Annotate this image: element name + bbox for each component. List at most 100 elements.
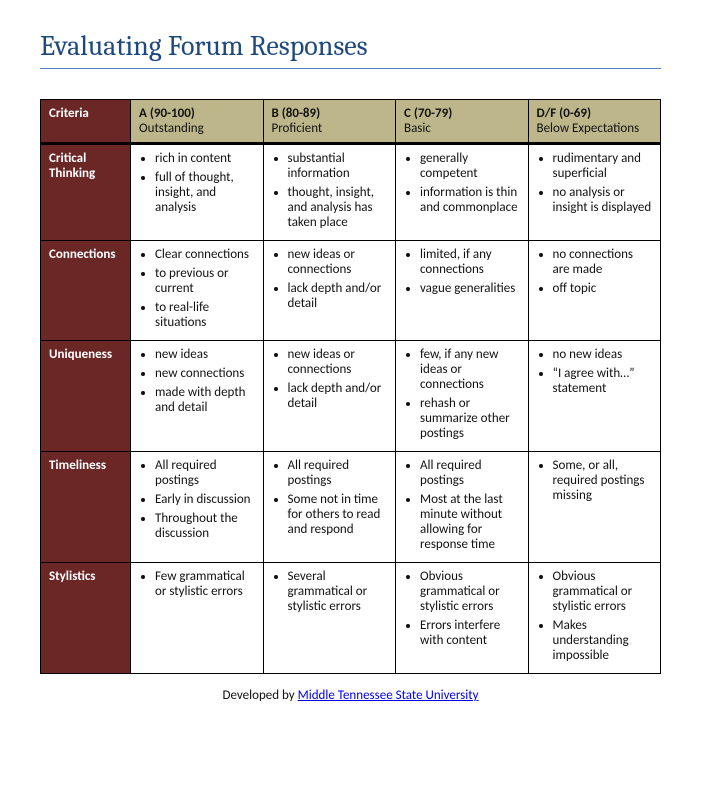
grade-c-grade: C (70-79) bbox=[404, 106, 520, 121]
bullet-list: no new ideas “I agree with…” statement bbox=[537, 347, 653, 396]
bullet-item: to real-life situations bbox=[155, 300, 255, 330]
rubric-body: Critical Thinking rich in content full of … bbox=[41, 144, 661, 674]
bullet-item: generally competent bbox=[420, 151, 520, 181]
footer-credit: Developed by Middle Tennessee State Univ… bbox=[40, 688, 661, 703]
bullet-item: thought, insight, and analysis has taken… bbox=[288, 185, 388, 230]
grade-a-label: Outstanding bbox=[139, 121, 204, 136]
bullet-item: Errors interfere with content bbox=[420, 618, 520, 648]
rubric-cell: Several grammatical or stylistic errors bbox=[263, 563, 396, 674]
rubric-cell: new ideas new connections made with depth … bbox=[131, 341, 264, 452]
rubric-cell: Clear connections to previous or current t… bbox=[131, 241, 264, 341]
bullet-item: lack depth and/or detail bbox=[288, 281, 388, 311]
bullet-item: made with depth and detail bbox=[155, 385, 255, 415]
bullet-list: rich in content full of thought, insight,… bbox=[139, 151, 255, 215]
bullet-item: off topic bbox=[553, 281, 653, 296]
rubric-cell: All required postings Most at the last mi… bbox=[396, 452, 529, 563]
bullet-list: Few grammatical or stylistic errors bbox=[139, 569, 255, 599]
bullet-list: substantial information thought, insight,… bbox=[272, 151, 388, 230]
bullet-item: All required postings bbox=[155, 458, 255, 488]
rubric-cell: generally competentinformation is thin a… bbox=[396, 144, 529, 241]
bullet-item: new ideas bbox=[155, 347, 255, 362]
bullet-item: Clear connections bbox=[155, 247, 255, 262]
bullet-item: new connections bbox=[155, 366, 255, 381]
rubric-table: Criteria A (90-100) Outstanding B (80-89… bbox=[40, 99, 661, 674]
bullet-list: All required postings Early in discussion… bbox=[139, 458, 255, 541]
bullet-item: Some, or all, required postings missing bbox=[553, 458, 653, 503]
page-title: Evaluating Forum Responses bbox=[40, 30, 661, 69]
bullet-item: new ideas or connections bbox=[288, 247, 388, 277]
bullet-list: no connections are made off topic bbox=[537, 247, 653, 296]
rubric-cell: few, if any new ideas or connectionsreha… bbox=[396, 341, 529, 452]
rubric-cell: Obvious grammatical or stylistic errors E… bbox=[396, 563, 529, 674]
table-row: Connections Clear connections to previous … bbox=[41, 241, 661, 341]
bullet-item: Obvious grammatical or stylistic errors bbox=[420, 569, 520, 614]
row-header: Timeliness bbox=[41, 452, 131, 563]
row-header: Critical Thinking bbox=[41, 144, 131, 241]
bullet-item: Few grammatical or stylistic errors bbox=[155, 569, 255, 599]
bullet-item: Throughout the discussion bbox=[155, 511, 255, 541]
table-row: Uniqueness new ideas new connections made w… bbox=[41, 341, 661, 452]
bullet-item: rudimentary and superficial bbox=[553, 151, 653, 181]
bullet-item: new ideas or connections bbox=[288, 347, 388, 377]
rubric-cell: Some, or all, required postings missing bbox=[528, 452, 661, 563]
bullet-list: Some, or all, required postings missing bbox=[537, 458, 653, 503]
bullet-list: rudimentary and superficial no analysis o… bbox=[537, 151, 653, 215]
bullet-item: no analysis or insight is displayed bbox=[553, 185, 653, 215]
bullet-item: to previous or current bbox=[155, 266, 255, 296]
bullet-item: All required postings bbox=[288, 458, 388, 488]
bullet-item: substantial information bbox=[288, 151, 388, 181]
grade-header-a: A (90-100) Outstanding bbox=[131, 100, 264, 144]
rubric-cell: new ideas or connections lack depth and/o… bbox=[263, 341, 396, 452]
bullet-item: lack depth and/or detail bbox=[288, 381, 388, 411]
bullet-item: vague generalities bbox=[420, 281, 520, 296]
bullet-list: few, if any new ideas or connectionsreha… bbox=[404, 347, 520, 441]
rubric-cell: All required postings Some not in time fo… bbox=[263, 452, 396, 563]
bullet-item: few, if any new ideas or connections bbox=[420, 347, 520, 392]
bullet-item: “I agree with…” statement bbox=[553, 366, 653, 396]
bullet-list: Several grammatical or stylistic errors bbox=[272, 569, 388, 614]
bullet-list: All required postings Some not in time fo… bbox=[272, 458, 388, 537]
footer-link[interactable]: Middle Tennessee State University bbox=[298, 688, 479, 703]
bullet-item: Several grammatical or stylistic errors bbox=[288, 569, 388, 614]
rubric-cell: All required postings Early in discussion… bbox=[131, 452, 264, 563]
table-row: StylisticsFew grammatical or stylistic e… bbox=[41, 563, 661, 674]
bullet-item: Obvious grammatical or stylistic errors bbox=[553, 569, 653, 614]
bullet-list: new ideas or connections lack depth and/o… bbox=[272, 347, 388, 411]
grade-d-grade: D/F (0-69) bbox=[537, 106, 653, 121]
bullet-item: no new ideas bbox=[553, 347, 653, 362]
rubric-cell: rudimentary and superficial no analysis o… bbox=[528, 144, 661, 241]
bullet-item: rehash or summarize other postings bbox=[420, 396, 520, 441]
bullet-item: limited, if any connections bbox=[420, 247, 520, 277]
grade-c-label: Basic bbox=[404, 121, 431, 136]
rubric-cell: substantial information thought, insight,… bbox=[263, 144, 396, 241]
bullet-item: Early in discussion bbox=[155, 492, 255, 507]
bullet-item: All required postings bbox=[420, 458, 520, 488]
bullet-item: no connections are made bbox=[553, 247, 653, 277]
rubric-cell: no connections are made off topic bbox=[528, 241, 661, 341]
table-header-row: Criteria A (90-100) Outstanding B (80-89… bbox=[41, 100, 661, 144]
table-row: Timeliness All required postings Early in … bbox=[41, 452, 661, 563]
criteria-header: Criteria bbox=[41, 100, 131, 144]
table-row: Critical Thinking rich in content full of … bbox=[41, 144, 661, 241]
bullet-list: limited, if any connections vague general… bbox=[404, 247, 520, 296]
bullet-item: rich in content bbox=[155, 151, 255, 166]
rubric-cell: limited, if any connections vague general… bbox=[396, 241, 529, 341]
bullet-item: Makes understanding impossible bbox=[553, 618, 653, 663]
rubric-cell: no new ideas “I agree with…” statement bbox=[528, 341, 661, 452]
bullet-item: Some not in time for others to read and … bbox=[288, 492, 388, 537]
rubric-cell: Few grammatical or stylistic errors bbox=[131, 563, 264, 674]
grade-header-c: C (70-79) Basic bbox=[396, 100, 529, 144]
bullet-list: Clear connections to previous or current t… bbox=[139, 247, 255, 330]
row-header: Uniqueness bbox=[41, 341, 131, 452]
row-header: Connections bbox=[41, 241, 131, 341]
grade-header-d: D/F (0-69) Below Expectations bbox=[528, 100, 661, 144]
bullet-list: All required postings Most at the last mi… bbox=[404, 458, 520, 552]
grade-header-b: B (80-89) Proficient bbox=[263, 100, 396, 144]
rubric-cell: rich in content full of thought, insight,… bbox=[131, 144, 264, 241]
rubric-cell: Obvious grammatical or stylistic errorsM… bbox=[528, 563, 661, 674]
bullet-item: full of thought, insight, and analysis bbox=[155, 170, 255, 215]
rubric-cell: new ideas or connections lack depth and/o… bbox=[263, 241, 396, 341]
grade-a-grade: A (90-100) bbox=[139, 106, 255, 121]
bullet-list: Obvious grammatical or stylistic errors E… bbox=[404, 569, 520, 648]
bullet-item: Most at the last minute without allowing… bbox=[420, 492, 520, 552]
